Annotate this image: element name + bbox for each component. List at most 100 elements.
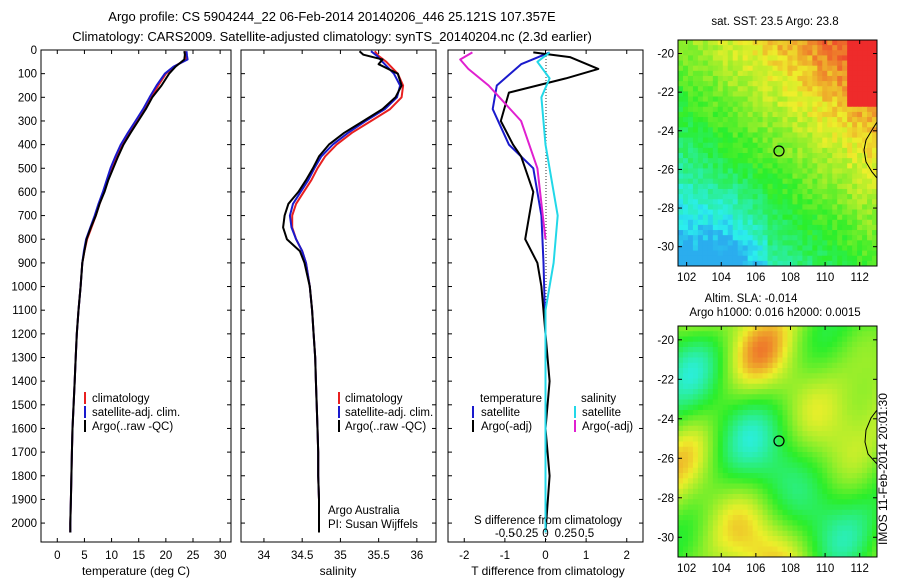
map-cell bbox=[682, 551, 689, 557]
map-cell bbox=[837, 199, 843, 205]
map-cell bbox=[832, 483, 838, 490]
map-cell bbox=[732, 250, 739, 257]
map-cell bbox=[787, 488, 794, 495]
map-cell bbox=[812, 331, 818, 338]
map-cell bbox=[742, 111, 749, 118]
map-cell bbox=[692, 214, 699, 221]
map-cell bbox=[857, 441, 863, 448]
map-cell bbox=[762, 441, 769, 448]
map-cell bbox=[837, 147, 843, 154]
map-cell bbox=[837, 86, 843, 92]
map-cell bbox=[872, 462, 877, 469]
map-cell bbox=[802, 457, 808, 464]
map-cell bbox=[792, 488, 798, 495]
map-cell bbox=[827, 352, 833, 359]
map-cell bbox=[852, 499, 858, 506]
y-tick-label: 1900 bbox=[11, 494, 37, 506]
map-cell bbox=[707, 230, 714, 236]
map-cell bbox=[782, 75, 789, 82]
map-cell bbox=[707, 178, 714, 185]
map-cell bbox=[822, 158, 828, 164]
map-cell bbox=[707, 420, 714, 427]
map-cell bbox=[678, 178, 684, 185]
map-cell bbox=[692, 446, 699, 453]
map-cell bbox=[857, 158, 863, 164]
map-cell bbox=[792, 515, 798, 521]
map-cell bbox=[797, 467, 803, 474]
map-cell bbox=[752, 499, 759, 506]
map-cell bbox=[707, 499, 714, 506]
map-cell bbox=[762, 425, 769, 432]
map-cell bbox=[767, 536, 774, 542]
map-cell bbox=[717, 101, 724, 108]
map-cell bbox=[717, 250, 724, 257]
map-cell bbox=[852, 250, 858, 257]
map-cell bbox=[767, 383, 774, 390]
map-cell bbox=[862, 235, 868, 241]
map-cell bbox=[737, 70, 744, 77]
map-cell bbox=[692, 250, 699, 257]
map-cell bbox=[682, 153, 689, 159]
map-cell bbox=[867, 525, 873, 532]
map-cell bbox=[722, 214, 729, 221]
map-cell bbox=[772, 546, 779, 553]
map-cell bbox=[847, 399, 853, 406]
map-cell bbox=[687, 536, 694, 542]
map-cell bbox=[678, 137, 684, 144]
map-cell bbox=[742, 183, 749, 190]
map-cell bbox=[782, 204, 789, 211]
map-cell bbox=[822, 65, 828, 72]
map-cell bbox=[842, 352, 848, 359]
map-cell bbox=[857, 230, 863, 236]
map-cell bbox=[717, 473, 724, 479]
map-cell bbox=[762, 214, 769, 221]
map-cell bbox=[817, 326, 823, 332]
map-cell bbox=[722, 50, 729, 57]
y-tick-label: 900 bbox=[18, 258, 37, 270]
map-cell bbox=[787, 478, 794, 485]
map-cell bbox=[732, 153, 739, 159]
map-cell bbox=[812, 483, 818, 490]
map-cell bbox=[787, 436, 794, 443]
map-cell bbox=[747, 530, 754, 537]
map-cell bbox=[822, 60, 828, 67]
map-cell bbox=[747, 520, 754, 527]
map-cell bbox=[842, 536, 848, 542]
map-cell bbox=[682, 488, 689, 495]
map-cell bbox=[772, 178, 779, 185]
map-cell bbox=[732, 389, 739, 395]
map-cell bbox=[797, 199, 803, 205]
map-cell bbox=[832, 188, 838, 195]
map-cell bbox=[787, 194, 794, 200]
map-cell bbox=[727, 235, 734, 241]
map-cell bbox=[762, 394, 769, 401]
map-cell bbox=[812, 373, 818, 380]
map-cell bbox=[817, 509, 823, 516]
map-cell bbox=[687, 457, 694, 464]
map-cell bbox=[862, 117, 868, 123]
map-cell bbox=[707, 452, 714, 458]
map-cell bbox=[767, 55, 774, 62]
map-cell bbox=[842, 245, 848, 252]
map-cell bbox=[777, 168, 784, 175]
map-cell bbox=[767, 147, 774, 154]
map-cell bbox=[827, 341, 833, 348]
map-cell bbox=[757, 209, 764, 216]
map-cell bbox=[678, 117, 684, 123]
map-cell bbox=[707, 551, 714, 557]
map-cell bbox=[697, 183, 704, 190]
map-cell bbox=[787, 441, 794, 448]
map-cell bbox=[822, 357, 828, 364]
map-cell bbox=[762, 235, 769, 241]
map-cell bbox=[692, 399, 699, 406]
map-cell bbox=[727, 96, 734, 103]
map-cell bbox=[812, 65, 818, 72]
map-cell bbox=[792, 147, 798, 154]
map-cell bbox=[782, 65, 789, 72]
map-cell bbox=[837, 70, 843, 77]
map-cell bbox=[797, 389, 803, 395]
map-cell bbox=[797, 494, 803, 500]
map-cell bbox=[857, 86, 863, 92]
map-cell bbox=[797, 415, 803, 422]
map-cell bbox=[852, 65, 858, 72]
